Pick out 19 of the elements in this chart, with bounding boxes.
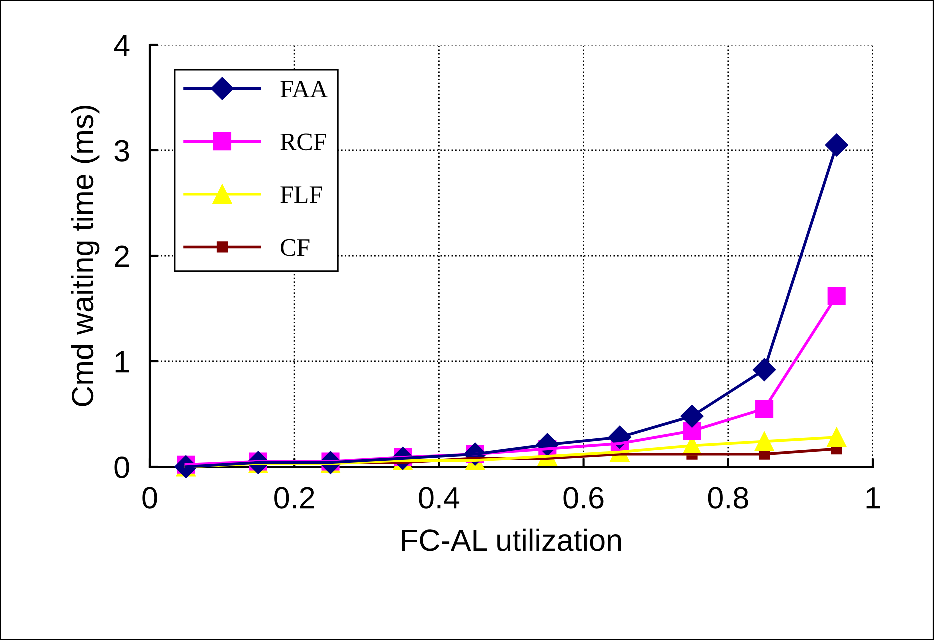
y-tick-label: 1 <box>116 352 130 373</box>
legend-label: CF <box>281 239 310 256</box>
y-axis-title: Cmd waiting time (ms) <box>71 106 100 406</box>
y-tick-label: 0 <box>114 456 130 478</box>
x-tick-label: 1 <box>866 488 880 509</box>
point <box>827 428 847 448</box>
legend-label: RCF <box>280 134 326 151</box>
y-tick-label: 4 <box>114 35 130 56</box>
x-tick-label: 0 <box>142 487 158 509</box>
x-axis-title: FC-AL utilization <box>402 528 622 552</box>
legend-label: FLF <box>280 186 322 204</box>
y-tick-label: 3 <box>114 140 130 162</box>
x-tick-label: 0.6 <box>564 487 604 509</box>
x-tick-label: 0.2 <box>274 487 314 509</box>
y-tick-label: 2 <box>115 246 130 268</box>
x-tick-label: 0.4 <box>419 487 460 509</box>
point <box>828 287 846 306</box>
x-tick-label: 0.8 <box>708 487 748 509</box>
legend-label: FAA <box>280 80 328 98</box>
